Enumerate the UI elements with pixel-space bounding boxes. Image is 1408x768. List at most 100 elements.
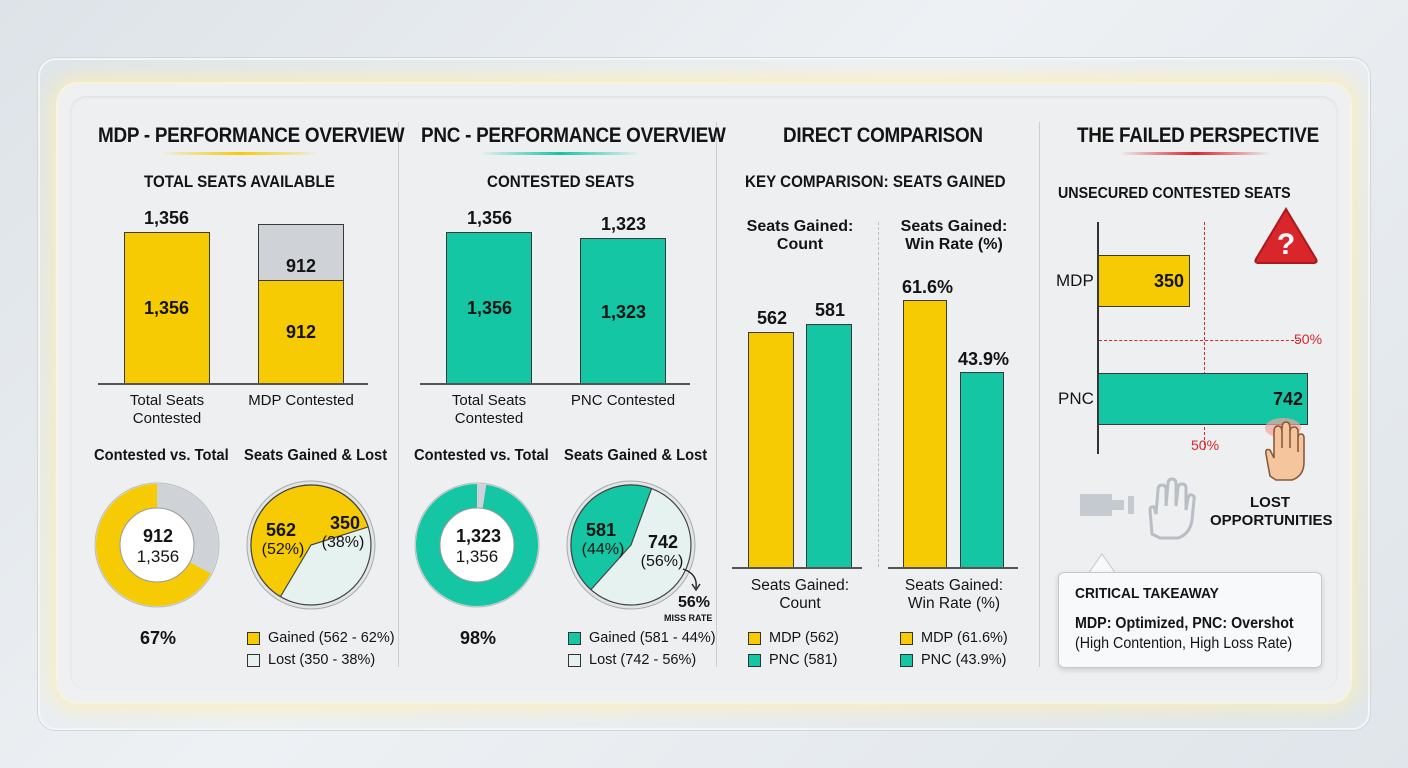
donut-percent: 98% xyxy=(460,628,497,648)
legend-lost: Lost (350 - 38%) xyxy=(268,652,376,668)
donut-contested-arc xyxy=(416,484,538,606)
bar-value-label: 1,356 xyxy=(467,208,513,228)
x-tick-label: Total Seats Contested xyxy=(129,392,205,427)
panel-divider xyxy=(1039,122,1040,667)
callout-pointer xyxy=(1088,553,1116,574)
bar-mdp-unsecured xyxy=(1098,255,1190,307)
category-label-pnc: PNC xyxy=(1058,389,1094,408)
takeaway-title: CRITICAL TAKEAWAY xyxy=(1075,585,1219,602)
bar-inner-label: 1,356 xyxy=(467,298,513,318)
bar-value-label: 1,356 xyxy=(144,208,190,228)
pie-chart xyxy=(566,480,696,610)
bar-value-label: 1,323 xyxy=(601,214,647,234)
donut-hole xyxy=(439,507,515,583)
lost-opportunities-label: LOST OPPORTUNITIES xyxy=(1210,494,1333,529)
donut-chart xyxy=(414,482,540,608)
bar-value-label: 61.6% xyxy=(902,277,954,297)
panel-title: PNC - PERFORMANCE OVERVIEW xyxy=(421,124,726,147)
pie-gained-value: 562 xyxy=(266,520,297,540)
bar-inner-label: 1,323 xyxy=(601,302,647,322)
bar-pnc-count xyxy=(806,324,852,568)
miss-rate-value: 56% xyxy=(678,594,711,611)
legend-swatch-lost xyxy=(247,654,260,667)
donut-denominator: 1,356 xyxy=(455,547,499,566)
legend-swatch-gained xyxy=(247,632,260,645)
bar-pnc-rate xyxy=(960,372,1004,568)
category-label-mdp: MDP xyxy=(1056,271,1094,290)
panel-title: MDP - PERFORMANCE OVERVIEW xyxy=(98,124,405,147)
pie-gained-slice xyxy=(250,484,369,598)
x-axis xyxy=(420,383,690,385)
count-header: Seats Gained: Count xyxy=(746,218,854,253)
legend-swatch-mdp xyxy=(748,632,761,645)
legend-lost: Lost (742 - 56%) xyxy=(589,652,697,668)
bar-inner-label: 912 xyxy=(286,322,317,342)
section-title: CONTESTED SEATS xyxy=(487,173,635,191)
donut-title: Contested vs. Total xyxy=(414,447,549,464)
bar-value-label: 742 xyxy=(1273,389,1304,409)
bar-mdp-contested xyxy=(258,280,344,384)
title-underline xyxy=(1120,152,1270,155)
pie-title: Seats Gained & Lost xyxy=(244,447,388,464)
outer-frame xyxy=(38,58,1370,730)
bar-value-label: 562 xyxy=(757,308,788,328)
bar-value-label: 43.9% xyxy=(958,349,1010,369)
rate-header: Seats Gained: Win Rate (%) xyxy=(900,218,1008,253)
pie-lost-percent: (38%) xyxy=(321,534,365,551)
pie-gained-percent: (44%) xyxy=(581,541,625,558)
donut-hole xyxy=(119,507,195,583)
pie-lost-value: 742 xyxy=(648,532,679,552)
curved-arrow-icon xyxy=(682,568,701,592)
group-separator xyxy=(878,222,879,567)
x-tick-label: PNC Contested xyxy=(570,392,676,409)
legend-gained: Gained (581 - 44%) xyxy=(589,630,716,646)
legend-pnc-count: PNC (581) xyxy=(769,652,838,668)
donut-chart xyxy=(94,482,220,608)
panel-title: THE FAILED PERSPECTIVE xyxy=(1077,124,1319,147)
pie-gained-slice xyxy=(570,484,653,591)
reference-line-horizontal xyxy=(1099,340,1299,341)
takeaway-line-2: (High Contention, High Loss Rate) xyxy=(1075,635,1293,652)
reference-label: 50% xyxy=(1191,437,1220,453)
pie-title: Seats Gained & Lost xyxy=(564,447,708,464)
donut-contested-arc xyxy=(96,484,211,606)
title-underline xyxy=(480,152,640,155)
reference-label: 50% xyxy=(1294,331,1323,347)
panel-divider xyxy=(398,122,399,667)
bar-value-label: 581 xyxy=(815,300,846,320)
bar-mdp-rate xyxy=(903,300,947,568)
miss-rate-label: MISS RATE xyxy=(664,613,713,623)
y-axis xyxy=(1097,222,1099,454)
legend-mdp-rate: MDP (61.6%) xyxy=(921,630,1008,646)
legend-pnc-rate: PNC (43.9%) xyxy=(921,652,1007,668)
bar-pnc-unsecured xyxy=(1098,373,1308,425)
bar-value-label: 912 xyxy=(286,256,317,276)
pie-lost-value: 350 xyxy=(330,513,361,533)
x-tick-label: Total Seats Contested xyxy=(451,392,527,427)
reference-line-vertical xyxy=(1204,222,1205,450)
pie-chart xyxy=(246,480,376,610)
section-title: UNSECURED CONTESTED SEATS xyxy=(1058,185,1291,202)
bar-mdp-count xyxy=(748,332,794,568)
pie-gained-value: 581 xyxy=(586,520,617,540)
x-axis xyxy=(888,567,1018,569)
bar-total-seats xyxy=(124,232,210,384)
donut-title: Contested vs. Total xyxy=(94,447,229,464)
legend-mdp-count: MDP (562) xyxy=(769,630,839,646)
panel-divider xyxy=(716,122,717,667)
bar-inner-label: 1,356 xyxy=(144,298,190,318)
hand-icon xyxy=(1265,418,1305,481)
donut-percent: 67% xyxy=(140,628,177,648)
bar-value-label: 350 xyxy=(1154,271,1185,291)
panel-title: DIRECT COMPARISON xyxy=(783,124,983,147)
bar-total-seats xyxy=(446,232,532,384)
broken-connector-icon xyxy=(1080,477,1196,540)
legend-swatch-pnc xyxy=(900,654,913,667)
donut-numerator: 1,323 xyxy=(456,526,502,546)
bar-remaining xyxy=(258,224,344,282)
legend-swatch-gained xyxy=(568,632,581,645)
legend-gained: Gained (562 - 62%) xyxy=(268,630,395,646)
x-axis xyxy=(732,567,862,569)
x-axis xyxy=(98,383,368,385)
critical-takeaway-box: CRITICAL TAKEAWAY MDP: Optimized, PNC: O… xyxy=(1058,572,1322,668)
